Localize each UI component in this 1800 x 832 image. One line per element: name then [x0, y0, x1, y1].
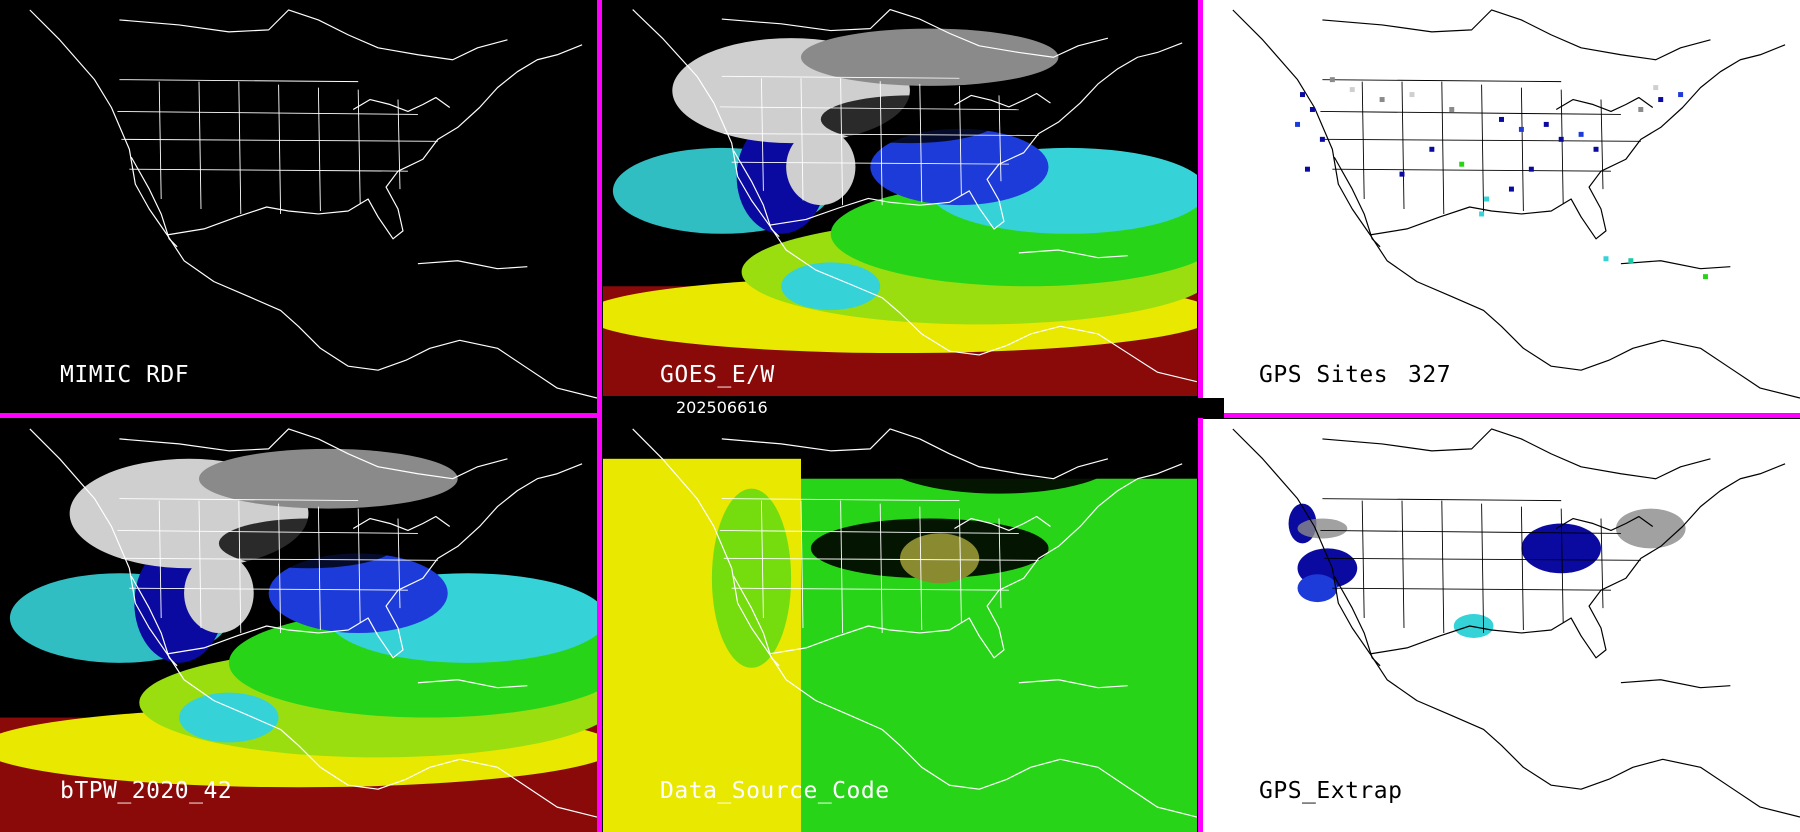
gps-site-marker [1449, 107, 1455, 112]
extrap-patch [1453, 614, 1494, 638]
state-borders [1320, 498, 1641, 633]
dry-patch [218, 518, 398, 569]
gps-site-marker [1638, 107, 1644, 112]
gps-site-marker [1479, 211, 1485, 217]
cyan-patch [781, 262, 881, 311]
panel-label-goes-ew: GOES_E/W [660, 362, 775, 388]
grey-zone [801, 28, 1059, 86]
cyan-patch [179, 692, 279, 743]
btpw-field [0, 428, 597, 832]
gps-site-count: 327 [1408, 362, 1452, 388]
moisture-field [603, 28, 1197, 396]
source-patch [711, 488, 792, 668]
panel-mimic-rdf: MIMIC RDF [0, 0, 597, 413]
panel-btpw: bTPW_2020_42 [0, 419, 597, 832]
gps-site-marker [1653, 85, 1659, 91]
panel-gps-extrap: GPS_Extrap [1203, 419, 1800, 832]
goes-tpw-field [603, 8, 1197, 396]
panel-label-gps-sites: GPS Sites [1259, 362, 1389, 388]
grey-patch [184, 553, 254, 633]
gps-site-marker [1304, 166, 1310, 172]
gps-extrap-field [1288, 503, 1686, 638]
coastline-outline [29, 428, 597, 818]
gps-site-marker [1603, 256, 1609, 262]
gps-extrap-map [1232, 428, 1800, 818]
gps-sites-map [1232, 9, 1800, 399]
gps-site-marker [1658, 97, 1664, 103]
gps-site-marker [1578, 131, 1584, 137]
grey-zone [199, 448, 458, 509]
state-borders [117, 79, 438, 214]
timestamp-text: 202506616 [676, 398, 768, 417]
gps-site-marker [1593, 146, 1599, 152]
coastline-outline [1232, 428, 1800, 818]
panel-label-gps-extrap: GPS_Extrap [1259, 778, 1403, 804]
panel-goes-ew: GOES_E/W [603, 0, 1197, 396]
coastline-outline [29, 9, 597, 399]
state-borders [117, 498, 438, 633]
gps-site-marker [1484, 196, 1490, 202]
panel-data-source-code: Data_Source_Code [603, 419, 1197, 832]
timestamp-bar: 202506616 [666, 398, 1224, 418]
gps-site-marker [1702, 274, 1708, 280]
gps-site-marker [1558, 136, 1564, 142]
gps-site-marker [1518, 126, 1524, 132]
coastline-outline [632, 8, 1197, 383]
dry-patch [820, 95, 999, 144]
gps-site-marker [1399, 171, 1405, 177]
source-patch-olive [900, 533, 980, 584]
gps-site-marker [1379, 97, 1385, 103]
gps-site-marker [1508, 186, 1514, 192]
coastline-outline [1232, 9, 1800, 399]
panel-gps-sites: GPS Sites 327 [1203, 0, 1800, 413]
divider-horizontal-right [1198, 413, 1800, 418]
gps-site-marker [1429, 146, 1435, 152]
gps-site-marker [1528, 166, 1534, 172]
gps-site-marker [1628, 258, 1634, 264]
panel-label-data-source-code: Data_Source_Code [660, 778, 890, 804]
extrap-patch [1615, 508, 1686, 549]
gps-site-marker [1499, 116, 1504, 122]
moisture-field [0, 448, 597, 832]
panel-label-mimic-rdf: MIMIC RDF [60, 362, 190, 388]
gps-site-marker [1309, 107, 1315, 112]
gps-site-marker [1329, 77, 1335, 83]
no-data-patch [880, 423, 1118, 494]
outline-map-mimic-rdf [29, 9, 597, 399]
state-borders [1320, 79, 1641, 214]
blue-zone [870, 128, 1049, 206]
gps-site-marker [1319, 136, 1325, 142]
gps-site-marker [1295, 121, 1301, 127]
data-source-code-field [603, 423, 1197, 832]
extrap-patch [1297, 518, 1348, 539]
divider-horizontal-left [0, 413, 602, 418]
gps-site-marker [1543, 121, 1549, 127]
moisture-field [603, 423, 1197, 832]
extrap-patch [1521, 523, 1601, 574]
grey-patch [786, 128, 856, 206]
gps-site-marker [1349, 87, 1355, 93]
gps-site-marker [1459, 161, 1465, 167]
extrap-patch [1297, 574, 1338, 603]
gps-site-marker [1409, 92, 1415, 98]
panel-label-btpw: bTPW_2020_42 [60, 778, 233, 804]
blue-zone [268, 553, 448, 633]
coastline-outline [632, 428, 1197, 818]
state-borders [719, 75, 1039, 206]
gps-site-markers [1295, 77, 1708, 280]
gps-site-marker [1678, 92, 1684, 98]
gps-site-marker [1300, 92, 1305, 98]
state-borders [719, 498, 1039, 633]
